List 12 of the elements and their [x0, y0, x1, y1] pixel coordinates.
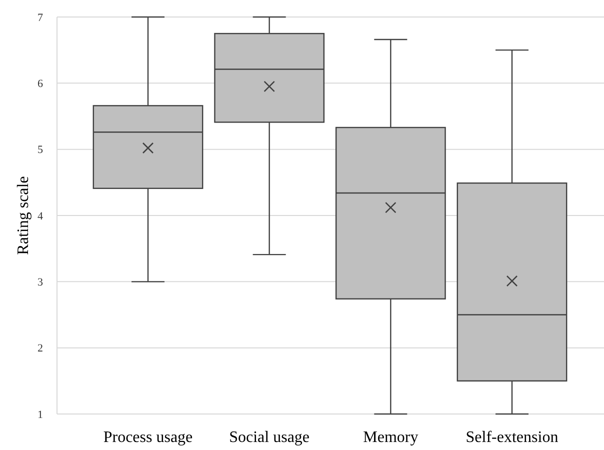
- x-tick-label: Memory: [363, 429, 418, 446]
- y-tick-label: 3: [38, 276, 44, 289]
- x-tick-label: Process usage: [103, 429, 193, 446]
- y-axis-title: Rating scale: [15, 176, 32, 255]
- y-tick-label: 7: [38, 12, 44, 24]
- y-tick-label: 2: [38, 342, 43, 355]
- x-tick-label: Self-extension: [466, 429, 558, 446]
- x-tick-label: Social usage: [229, 429, 310, 446]
- y-tick-label: 4: [38, 210, 44, 222]
- y-tick-label: 5: [38, 144, 44, 156]
- y-tick-label: 6: [38, 78, 44, 90]
- y-tick-label: 1: [38, 408, 43, 421]
